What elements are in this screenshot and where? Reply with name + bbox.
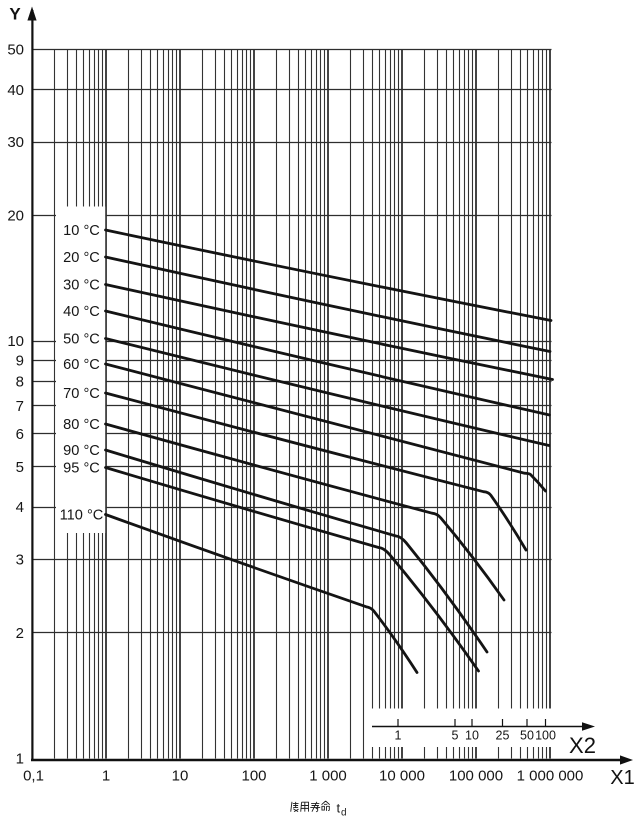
- svg-text:X2: X2: [569, 733, 596, 758]
- svg-text:90 °C: 90 °C: [63, 443, 100, 459]
- svg-text:Y: Y: [9, 5, 21, 24]
- svg-text:25: 25: [496, 729, 510, 743]
- svg-text:1 000: 1 000: [309, 768, 347, 785]
- svg-text:9: 9: [16, 352, 24, 369]
- svg-text:7: 7: [16, 398, 24, 415]
- svg-text:1 000 000: 1 000 000: [517, 768, 584, 785]
- svg-text:1: 1: [395, 729, 402, 743]
- svg-text:6: 6: [16, 426, 24, 443]
- svg-text:10: 10: [7, 333, 24, 350]
- svg-text:d: d: [341, 808, 347, 819]
- svg-text:50: 50: [520, 729, 534, 743]
- svg-text:2: 2: [16, 625, 24, 642]
- svg-text:80 °C: 80 °C: [63, 417, 100, 433]
- svg-text:50 °C: 50 °C: [63, 331, 100, 347]
- svg-text:30 °C: 30 °C: [63, 277, 100, 293]
- svg-text:0,1: 0,1: [23, 768, 44, 785]
- svg-text:10: 10: [172, 768, 189, 785]
- svg-text:20 °C: 20 °C: [63, 250, 100, 266]
- svg-text:10: 10: [465, 729, 479, 743]
- svg-text:100 000: 100 000: [449, 768, 503, 785]
- svg-text:10 000: 10 000: [379, 768, 425, 785]
- svg-text:1: 1: [16, 751, 24, 768]
- svg-text:40: 40: [7, 82, 24, 99]
- svg-text:10 °C: 10 °C: [63, 223, 100, 239]
- svg-text:60 °C: 60 °C: [63, 357, 100, 373]
- svg-text:8: 8: [16, 374, 24, 391]
- svg-text:95 °C: 95 °C: [63, 460, 100, 476]
- svg-text:100: 100: [241, 768, 266, 785]
- svg-text:50: 50: [7, 42, 24, 59]
- svg-text:1: 1: [102, 768, 110, 785]
- svg-text:110 °C: 110 °C: [60, 507, 104, 523]
- svg-text:t: t: [337, 801, 341, 816]
- svg-text:30: 30: [7, 134, 24, 151]
- svg-text:5: 5: [16, 459, 24, 476]
- svg-text:40 °C: 40 °C: [63, 304, 100, 320]
- svg-text:20: 20: [7, 208, 24, 225]
- svg-text:100: 100: [535, 729, 556, 743]
- svg-text:3: 3: [16, 551, 24, 568]
- svg-text:4: 4: [16, 499, 24, 516]
- svg-text:X1: X1: [610, 767, 634, 789]
- svg-text:70 °C: 70 °C: [63, 386, 100, 402]
- svg-text:5: 5: [452, 729, 459, 743]
